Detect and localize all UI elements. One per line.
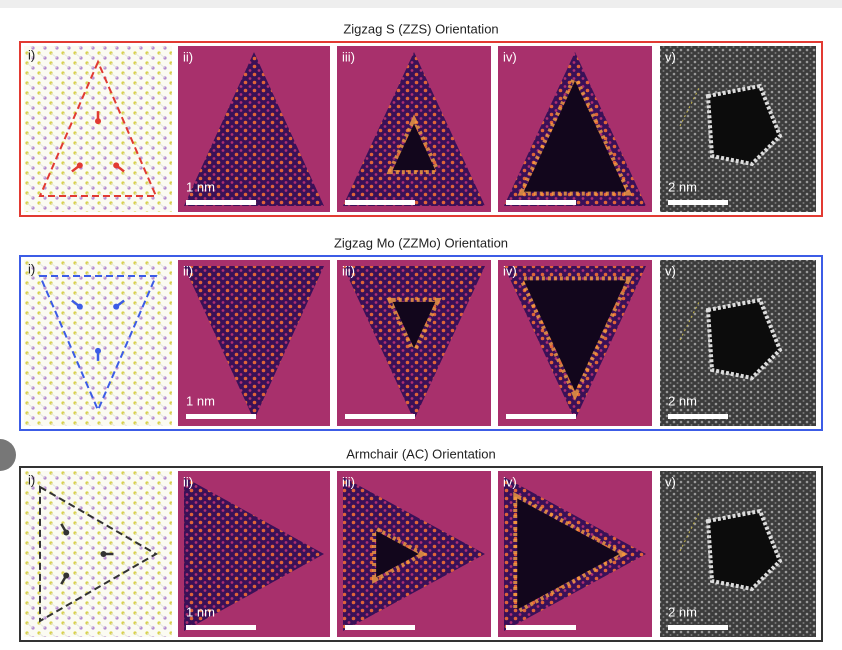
panel-label: iii) [342,49,355,64]
panel-label: ii) [183,49,193,64]
lattice-panel [24,46,172,212]
vacancy [517,498,620,610]
scale-label: 2 nm [668,179,697,194]
scale-bar [506,414,576,419]
lattice-panel [24,260,172,426]
row-title: Zigzag S (ZZS) Orientation [343,21,498,36]
scale-bar [668,414,728,419]
flake [184,52,324,206]
arrow-head [95,347,101,354]
vacancy [392,123,436,171]
arrow-head [63,572,70,579]
scale-bar [345,414,415,419]
panel-label: iv) [503,263,517,278]
panel-label: iii) [342,474,355,489]
vacancy [523,80,627,192]
panel-label: i) [28,472,35,487]
scale-bar [506,625,576,630]
scale-label: 1 nm [186,604,215,619]
orientation-triangle [39,485,158,623]
row-frame [19,466,823,642]
row-title: Armchair (AC) Orientation [346,446,496,461]
scale-bar [668,625,728,630]
row-frame [19,255,823,431]
scale-label: 2 nm [668,604,697,619]
vacancy [376,530,419,578]
panel-label: v) [665,263,676,278]
arrow-head [76,162,83,169]
pore [705,508,783,592]
scale-bar [345,200,415,205]
row-frame [19,41,823,217]
panel-label: i) [28,47,35,62]
scale-bar [186,414,256,419]
row-title: Zigzag Mo (ZZMo) Orientation [334,235,508,250]
pore [705,83,783,167]
pore [705,297,783,381]
scale-bar [186,200,256,205]
orientation-triangle [38,275,158,413]
vacancy [392,301,436,349]
panel-label: i) [28,261,35,276]
panel-label: v) [665,49,676,64]
arrow-head [113,162,120,169]
panel-label: iv) [503,474,517,489]
scale-bar [668,200,728,205]
scale-bar [506,200,576,205]
arrow-head [63,529,70,536]
panel-label: v) [665,474,676,489]
panel-label: iv) [503,49,517,64]
vacancy-edge [517,71,633,196]
flake [184,266,324,420]
panel-label: iii) [342,263,355,278]
arrow-head [76,303,83,310]
scale-bar [186,625,256,630]
flake [184,477,324,631]
panel-label: ii) [183,263,193,278]
arrow-head [113,303,120,310]
arrow-head [95,118,101,125]
scale-label: 2 nm [668,393,697,408]
scale-label: 1 nm [186,179,215,194]
arrow-head [100,551,107,557]
lattice-panel [24,471,172,637]
panel-label: ii) [183,474,193,489]
scale-bar [345,625,415,630]
top-bar [0,0,842,8]
vacancy [523,280,627,392]
orientation-triangle [38,59,158,197]
side-handle [0,439,16,471]
scale-label: 1 nm [186,393,215,408]
